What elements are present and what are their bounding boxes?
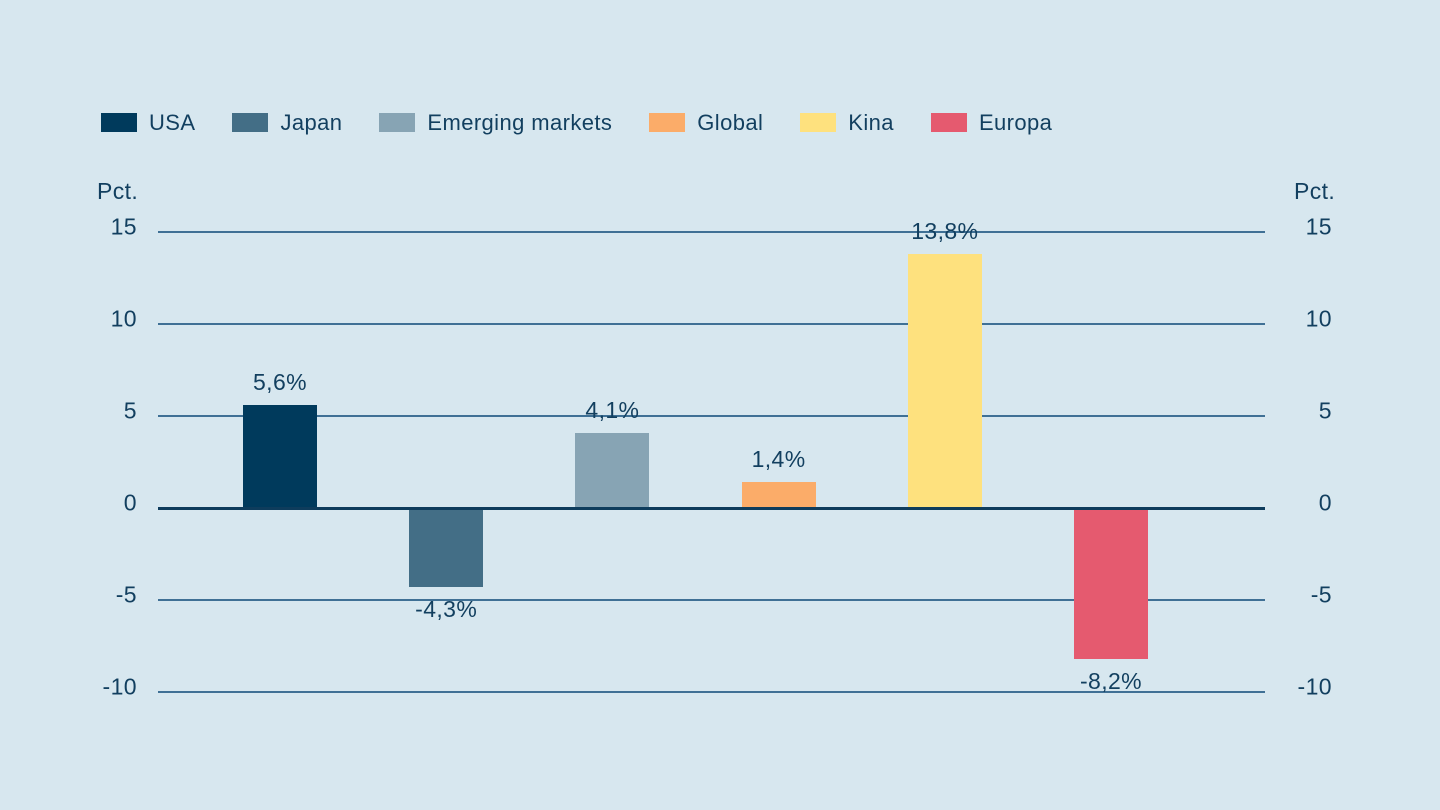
bar-europa [1074,508,1148,659]
legend-item-emerging-markets: Emerging markets [379,110,613,135]
bar-global [741,482,816,508]
legend-item-europa: Europa [930,110,1053,135]
gridline [158,323,1265,325]
legend-swatch-usa [101,113,137,132]
left-axis-tick: 10 [110,305,137,332]
left-axis-tick: 15 [110,213,137,240]
zero-gridline [158,506,1265,510]
legend-item-global: Global [649,110,764,135]
legend-item-japan: Japan [232,110,343,135]
legend-label: Europa [978,110,1053,135]
left-axis-tick: -10 [102,673,137,700]
legend-label: USA [149,110,196,135]
legend-label: Global [697,110,764,135]
bar-value-label-kina: 13,8% [911,218,979,245]
bar-value-label-emerging-markets: 4,1% [585,396,640,423]
bar-value-label-usa: 5,6% [252,368,308,395]
bar-value-label-europa: -8,2% [1079,667,1143,694]
right-axis-tick: 15 [1305,213,1332,240]
legend-swatch-kina [800,113,837,132]
legend-label: Emerging markets [427,110,613,135]
left-axis-tick: 5 [123,397,137,424]
right-axis-tick: 10 [1305,305,1332,332]
gridline [158,691,1265,693]
legend-swatch-japan [232,113,269,132]
legend-item-usa: USA [101,110,196,135]
left-axis-unit-label: Pct. [97,178,139,204]
left-axis-tick: -5 [115,581,137,608]
right-axis-tick: -10 [1297,673,1332,700]
bar-value-label-global: 1,4% [751,446,806,473]
legend-swatch-global [649,113,686,132]
bar-emerging-markets [575,432,650,508]
gridline [158,599,1265,601]
legend-swatch-europa [930,113,967,132]
left-axis-tick: 0 [123,489,137,516]
right-axis-tick: -5 [1310,581,1332,608]
right-axis-tick: 5 [1318,397,1332,424]
legend-item-kina: Kina [800,110,894,135]
legend-label: Japan [280,110,343,135]
legend-swatch-emerging-markets [379,113,416,132]
gridline [158,231,1265,233]
gridline [158,415,1265,417]
legend-label: Kina [848,110,894,135]
bar-japan [409,508,484,588]
right-axis-tick: 0 [1318,489,1332,516]
bar-kina [907,254,982,508]
legend: USA Japan Emerging markets Global Kina Europa [101,110,1053,135]
right-axis-unit-label: Pct. [1294,178,1336,204]
bar-value-label-japan: -4,3% [415,596,478,623]
bar-usa [243,404,317,508]
